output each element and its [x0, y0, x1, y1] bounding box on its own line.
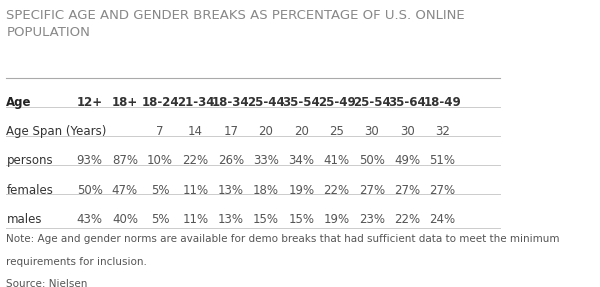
Text: 50%: 50%	[77, 184, 103, 197]
Text: 18-24: 18-24	[142, 96, 179, 109]
Text: 41%: 41%	[323, 154, 350, 167]
Text: 21-34: 21-34	[177, 96, 214, 109]
Text: 13%: 13%	[218, 184, 244, 197]
Text: 25-49: 25-49	[318, 96, 355, 109]
Text: 47%: 47%	[112, 184, 138, 197]
Text: 18-49: 18-49	[424, 96, 461, 109]
Text: 24%: 24%	[430, 213, 455, 226]
Text: 5%: 5%	[151, 213, 169, 226]
Text: 35-54: 35-54	[283, 96, 320, 109]
Text: 25: 25	[329, 125, 344, 138]
Text: 27%: 27%	[394, 184, 420, 197]
Text: 22%: 22%	[394, 213, 420, 226]
Text: 35-64: 35-64	[388, 96, 426, 109]
Text: 34%: 34%	[289, 154, 314, 167]
Text: 10%: 10%	[147, 154, 173, 167]
Text: 93%: 93%	[77, 154, 103, 167]
Text: 14: 14	[188, 125, 203, 138]
Text: 26%: 26%	[218, 154, 244, 167]
Text: 49%: 49%	[394, 154, 420, 167]
Text: requirements for inclusion.: requirements for inclusion.	[7, 257, 148, 267]
Text: 15%: 15%	[289, 213, 314, 226]
Text: 40%: 40%	[112, 213, 138, 226]
Text: 51%: 51%	[430, 154, 455, 167]
Text: 22%: 22%	[182, 154, 209, 167]
Text: Note: Age and gender norms are available for demo breaks that had sufficient dat: Note: Age and gender norms are available…	[7, 234, 560, 244]
Text: 18-34: 18-34	[212, 96, 250, 109]
Text: 20: 20	[294, 125, 309, 138]
Text: 20: 20	[259, 125, 274, 138]
Text: 18+: 18+	[112, 96, 138, 109]
Text: 19%: 19%	[323, 213, 350, 226]
Text: 12+: 12+	[77, 96, 103, 109]
Text: 17: 17	[223, 125, 238, 138]
Text: 30: 30	[365, 125, 379, 138]
Text: 43%: 43%	[77, 213, 103, 226]
Text: 27%: 27%	[430, 184, 455, 197]
Text: 18%: 18%	[253, 184, 279, 197]
Text: 11%: 11%	[182, 213, 209, 226]
Text: 13%: 13%	[218, 213, 244, 226]
Text: 25-54: 25-54	[353, 96, 391, 109]
Text: 19%: 19%	[288, 184, 314, 197]
Text: 22%: 22%	[323, 184, 350, 197]
Text: males: males	[7, 213, 42, 226]
Text: 87%: 87%	[112, 154, 138, 167]
Text: 33%: 33%	[253, 154, 279, 167]
Text: 11%: 11%	[182, 184, 209, 197]
Text: 27%: 27%	[359, 184, 385, 197]
Text: Age: Age	[7, 96, 32, 109]
Text: 5%: 5%	[151, 184, 169, 197]
Text: Source: Nielsen: Source: Nielsen	[7, 279, 88, 287]
Text: 15%: 15%	[253, 213, 279, 226]
Text: 25-44: 25-44	[247, 96, 285, 109]
Text: persons: persons	[7, 154, 53, 167]
Text: SPECIFIC AGE AND GENDER BREAKS AS PERCENTAGE OF U.S. ONLINE
POPULATION: SPECIFIC AGE AND GENDER BREAKS AS PERCEN…	[7, 9, 465, 39]
Text: 32: 32	[435, 125, 450, 138]
Text: 7: 7	[157, 125, 164, 138]
Text: 30: 30	[400, 125, 415, 138]
Text: 23%: 23%	[359, 213, 385, 226]
Text: Age Span (Years): Age Span (Years)	[7, 125, 107, 138]
Text: 50%: 50%	[359, 154, 385, 167]
Text: females: females	[7, 184, 53, 197]
